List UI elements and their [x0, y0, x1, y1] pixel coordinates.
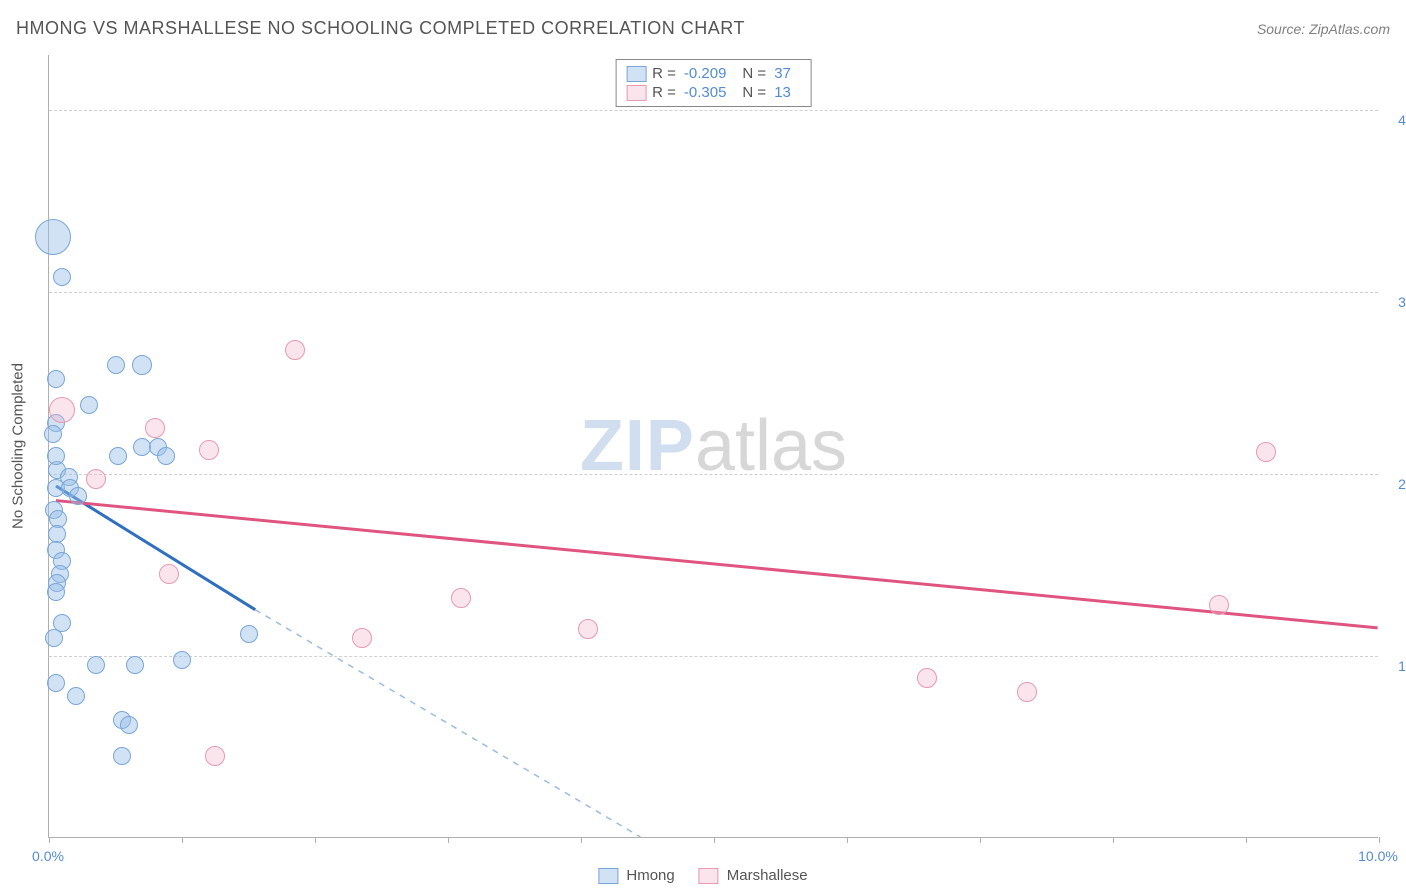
data-point-hmong — [48, 525, 66, 543]
legend-n-label: N = — [742, 65, 766, 82]
x-tick-label: 10.0% — [1358, 848, 1398, 864]
data-point-hmong — [113, 747, 131, 765]
trendlines-svg — [49, 55, 1378, 837]
legend-label-marshallese: Marshallese — [727, 867, 808, 884]
data-point-hmong — [87, 656, 105, 674]
x-tick — [1379, 837, 1380, 843]
swatch-marshallese — [626, 85, 646, 101]
hmong-r-value: -0.209 — [684, 65, 727, 82]
legend-row-hmong: R = -0.209 N = 37 — [626, 64, 801, 83]
y-tick-label: 3.0% — [1398, 294, 1406, 310]
data-point-hmong — [53, 614, 71, 632]
data-point-marshallese — [1256, 442, 1276, 462]
y-tick-label: 1.0% — [1398, 658, 1406, 674]
x-tick-label: 0.0% — [32, 848, 64, 864]
data-point-marshallese — [199, 440, 219, 460]
data-point-hmong — [157, 447, 175, 465]
gridline — [49, 474, 1378, 475]
data-point-hmong — [44, 425, 62, 443]
data-point-hmong — [80, 396, 98, 414]
x-tick — [847, 837, 848, 843]
data-point-marshallese — [578, 619, 598, 639]
legend-item-marshallese: Marshallese — [699, 867, 808, 884]
data-point-marshallese — [49, 397, 75, 423]
data-point-hmong — [126, 656, 144, 674]
data-point-hmong — [173, 651, 191, 669]
data-point-hmong — [47, 674, 65, 692]
gridline — [49, 110, 1378, 111]
source-label: Source: ZipAtlas.com — [1257, 21, 1390, 37]
y-tick-label: 2.0% — [1398, 476, 1406, 492]
x-tick — [182, 837, 183, 843]
correlation-legend: R = -0.209 N = 37 R = -0.305 N = 13 — [615, 59, 812, 107]
data-point-marshallese — [86, 469, 106, 489]
y-axis-label: No Schooling Completed — [10, 363, 27, 529]
x-tick — [49, 837, 50, 843]
data-point-marshallese — [145, 418, 165, 438]
marshallese-n-value: 13 — [774, 84, 791, 101]
data-point-marshallese — [285, 340, 305, 360]
data-point-marshallese — [205, 746, 225, 766]
marshallese-r-value: -0.305 — [684, 84, 727, 101]
data-point-hmong — [69, 487, 87, 505]
legend-r-label: R = — [652, 65, 676, 82]
data-point-hmong — [47, 583, 65, 601]
x-tick — [448, 837, 449, 843]
gridline — [49, 292, 1378, 293]
y-tick-label: 4.0% — [1398, 112, 1406, 128]
x-tick — [1246, 837, 1247, 843]
chart-title: HMONG VS MARSHALLESE NO SCHOOLING COMPLE… — [16, 18, 745, 39]
legend-n-label: N = — [742, 84, 766, 101]
data-point-hmong — [35, 219, 71, 255]
swatch-hmong-icon — [598, 868, 618, 884]
legend-r-label: R = — [652, 84, 676, 101]
data-point-marshallese — [1017, 682, 1037, 702]
x-tick — [714, 837, 715, 843]
x-tick — [581, 837, 582, 843]
data-point-hmong — [53, 268, 71, 286]
data-point-hmong — [67, 687, 85, 705]
legend-label-hmong: Hmong — [626, 867, 674, 884]
legend-item-hmong: Hmong — [598, 867, 674, 884]
legend-row-marshallese: R = -0.305 N = 13 — [626, 83, 801, 102]
x-tick — [980, 837, 981, 843]
data-point-hmong — [132, 355, 152, 375]
data-point-hmong — [47, 370, 65, 388]
gridline — [49, 656, 1378, 657]
swatch-marshallese-icon — [699, 868, 719, 884]
data-point-hmong — [107, 356, 125, 374]
series-legend: Hmong Marshallese — [598, 867, 807, 884]
data-point-marshallese — [917, 668, 937, 688]
hmong-n-value: 37 — [774, 65, 791, 82]
plot-area: R = -0.209 N = 37 R = -0.305 N = 13 ZIPa… — [48, 55, 1378, 838]
data-point-marshallese — [1209, 595, 1229, 615]
x-tick — [1113, 837, 1114, 843]
data-point-marshallese — [352, 628, 372, 648]
data-point-hmong — [120, 716, 138, 734]
data-point-hmong — [47, 447, 65, 465]
data-point-hmong — [109, 447, 127, 465]
data-point-hmong — [240, 625, 258, 643]
x-tick — [315, 837, 316, 843]
data-point-marshallese — [451, 588, 471, 608]
data-point-marshallese — [159, 564, 179, 584]
swatch-hmong — [626, 66, 646, 82]
